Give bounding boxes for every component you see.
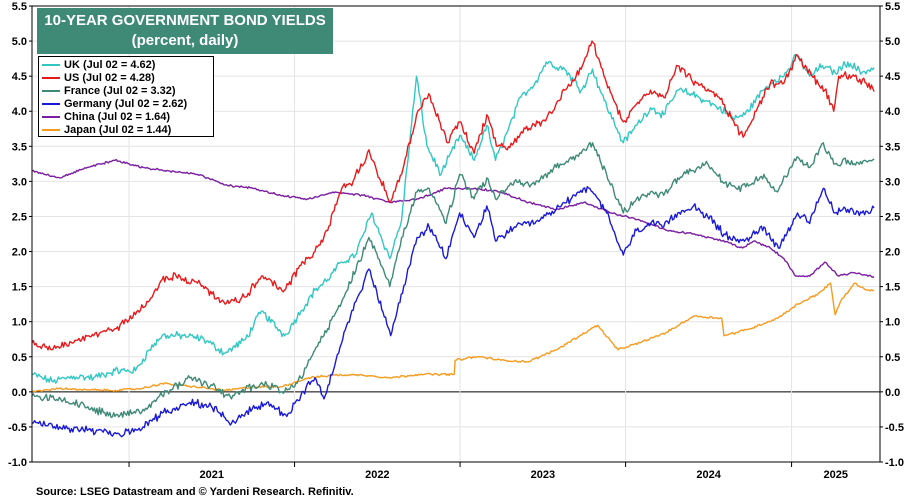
x-tick-label: 2025: [824, 469, 848, 481]
y-tick-label-right: -0.5: [885, 422, 904, 434]
x-tick-label: 2022: [365, 469, 389, 481]
series-line-0: [31, 54, 875, 384]
y-tick-label-left: 4.5: [12, 71, 27, 83]
legend-item: Japan (Jul 02 = 1.44): [42, 123, 210, 136]
legend-label: Japan (Jul 02 = 1.44): [64, 123, 172, 136]
y-tick-label-right: 3.5: [885, 141, 900, 153]
y-tick-label-right: 4.5: [885, 71, 900, 83]
y-tick-label-left: 0.0: [12, 387, 27, 399]
plot-frame: [31, 5, 881, 463]
y-tick-label-right: 2.0: [885, 247, 900, 259]
y-axis-right: 5.5 5.0 4.5 4.0 3.5 3.0 2.5 2.0 1.5 1.0 0.5 0.0 -0.5…: [880, 1, 904, 469]
legend-item: Germany (Jul 02 = 2.62): [42, 97, 210, 110]
legend-swatch: [42, 63, 60, 66]
legend-swatch: [42, 76, 60, 79]
y-tick-label-left: -1.0: [8, 457, 27, 469]
series-line-4: [31, 158, 875, 278]
x-tick-label: 2024: [696, 469, 721, 481]
chart-subtitle: (percent, daily): [131, 32, 239, 49]
x-axis: 2021 2022 2023 2024 2025: [128, 462, 848, 481]
legend-swatch: [42, 128, 60, 131]
y-axis-left: 5.5 5.0 4.5 4.0 3.5 3.0 2.5 2.0 1.5 1.0 0.5 0.0 -0.5…: [8, 1, 32, 469]
legend-item: China (Jul 02 = 1.64): [42, 110, 210, 123]
y-tick-label-right: 0.5: [885, 352, 900, 364]
legend-item: US (Jul 02 = 4.28): [42, 71, 210, 84]
series-line-1: [31, 40, 875, 351]
y-tick-label-right: -1.0: [885, 457, 904, 469]
y-tick-label-left: 5.5: [12, 1, 27, 13]
y-tick-label-right: 4.0: [885, 106, 900, 118]
legend-label: US (Jul 02 = 4.28): [64, 71, 155, 84]
chart-title-line1: 10-YEAR GOVERNMENT BOND YIELDS: [44, 12, 326, 29]
chart-title: 10-YEAR GOVERNMENT BOND YIELDS (percent,…: [37, 8, 333, 54]
y-tick-label-left: 2.0: [12, 247, 27, 259]
y-tick-label-right: 5.5: [885, 1, 900, 13]
y-tick-label-left: 4.0: [12, 106, 27, 118]
y-tick-label-left: 3.5: [12, 141, 27, 153]
series-line-5: [31, 282, 875, 393]
y-tick-label-right: 1.5: [885, 282, 900, 294]
legend-swatch: [42, 102, 60, 105]
y-tick-label-right: 3.0: [885, 176, 900, 188]
y-tick-label-right: 0.0: [885, 387, 900, 399]
legend-label: France (Jul 02 = 3.32): [64, 84, 176, 97]
y-tick-label-left: 2.5: [12, 211, 27, 223]
legend-item: France (Jul 02 = 3.32): [42, 84, 210, 97]
source-note: Source: LSEG Datastream and © Yardeni Re…: [36, 486, 354, 498]
y-tick-label-right: 5.0: [885, 36, 900, 48]
x-tick-label: 2023: [531, 469, 555, 481]
legend-swatch: [42, 115, 60, 118]
y-tick-label-right: 1.0: [885, 317, 900, 329]
legend-item: UK (Jul 02 = 4.62): [42, 58, 210, 71]
y-tick-label-left: -0.5: [8, 422, 27, 434]
y-tick-label-right: 2.5: [885, 211, 900, 223]
legend-swatch: [42, 89, 60, 92]
series-layer: [31, 40, 875, 438]
legend-label: China (Jul 02 = 1.64): [64, 110, 171, 123]
legend-label: Germany (Jul 02 = 2.62): [64, 97, 188, 110]
y-tick-label-left: 0.5: [12, 352, 27, 364]
series-line-2: [31, 141, 875, 419]
legend: UK (Jul 02 = 4.62) US (Jul 02 = 4.28) Fran…: [38, 56, 214, 137]
x-tick-label: 2021: [200, 469, 224, 481]
y-tick-label-left: 1.5: [12, 282, 27, 294]
y-tick-label-left: 5.0: [12, 36, 27, 48]
y-tick-label-left: 3.0: [12, 176, 27, 188]
series-line-3: [31, 186, 875, 438]
y-tick-label-left: 1.0: [12, 317, 27, 329]
legend-label: UK (Jul 02 = 4.62): [64, 58, 156, 71]
